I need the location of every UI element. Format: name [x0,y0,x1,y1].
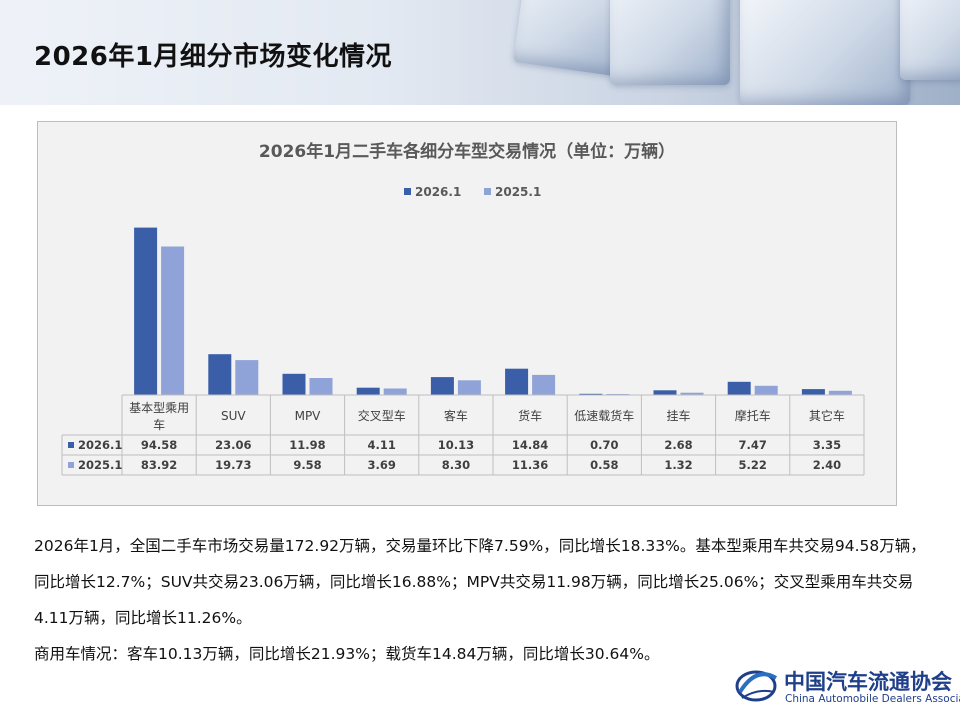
category-label: 货车 [518,408,542,423]
category-label: 低速载货车 [574,408,634,423]
bar [532,374,556,395]
summary-paragraph: 2026年1月，全国二手车市场交易量172.92万辆，交易量环比下降7.59%，… [34,537,926,627]
decor-cube [900,0,960,80]
bar [208,354,232,395]
data-label: 5.22 [739,458,767,472]
bar [727,381,751,395]
legend-swatch [404,188,411,195]
data-label: 14.84 [512,438,548,452]
cada-logo-icon [735,670,778,702]
data-label: 2.40 [813,458,841,472]
chart-title: 2026年1月二手车各细分车型交易情况（单位：万辆） [259,141,675,162]
category-label: MPV [295,409,322,423]
bar [457,380,481,395]
bar [505,368,529,395]
data-label: 2.68 [664,438,692,452]
data-label: 7.47 [739,438,767,452]
legend-label: 2026.1 [415,185,461,199]
cada-logo: 中国汽车流通协会 China Automobile Dealers Associ… [732,662,960,712]
data-label: 3.69 [368,458,396,472]
chart-frame: 2026年1月二手车各细分车型交易情况（单位：万辆） 2026.1 2025.1 基本… [37,121,897,506]
legend-swatch [484,188,491,195]
bar [356,387,380,395]
category-label: 其它车 [809,408,845,423]
legend-key [68,442,74,448]
data-label: 83.92 [141,458,177,472]
commercial-paragraph: 商用车情况：客车10.13万辆，同比增长21.93%；载货车14.84万辆，同比… [34,645,660,663]
header-banner [0,0,960,105]
body-text: 2026年1月，全国二手车市场交易量172.92万辆，交易量环比下降7.59%，… [34,528,934,672]
bar [235,360,259,395]
series-row-label: 2025.1 [78,458,122,472]
legend-label: 2025.1 [495,185,541,199]
logo-name-en: China Automobile Dealers Association [785,693,960,705]
logo-name-cn: 中国汽车流通协会 [784,669,952,694]
category-label: 交叉型车 [358,408,406,423]
category-label: 客车 [444,408,468,423]
category-label: SUV [221,409,246,423]
data-label: 4.11 [368,438,396,452]
bar [383,388,407,395]
data-label: 19.73 [215,458,251,472]
bar [309,378,333,395]
category-label: 基本型乘用车 [129,401,189,432]
category-label: 摩托车 [735,408,771,423]
bar [282,373,306,395]
decor-cube [740,0,910,105]
bar [801,389,825,395]
data-label: 0.58 [590,458,618,472]
bar [754,385,778,395]
series-row-label: 2026.1 [78,438,122,452]
data-label: 23.06 [215,438,251,452]
data-label: 9.58 [293,458,321,472]
bar [579,393,603,395]
bar [680,392,704,395]
data-label: 94.58 [141,438,177,452]
data-label: 1.32 [664,458,692,472]
bar [134,227,158,395]
data-label: 11.98 [289,438,325,452]
data-label: 8.30 [442,458,470,472]
bar [161,246,185,395]
data-label: 0.70 [590,438,618,452]
legend-key [68,462,74,468]
category-label: 挂车 [666,408,690,423]
bar [828,390,852,395]
data-label: 3.35 [813,438,841,452]
data-label: 11.36 [512,458,548,472]
bar [430,377,454,395]
decor-cube [610,0,730,85]
page-title: 2026年1月细分市场变化情况 [34,42,392,72]
bar-chart: 2026年1月二手车各细分车型交易情况（单位：万辆） 2026.1 2025.1 基本… [61,141,865,476]
data-label: 10.13 [438,438,474,452]
bar [653,390,677,395]
